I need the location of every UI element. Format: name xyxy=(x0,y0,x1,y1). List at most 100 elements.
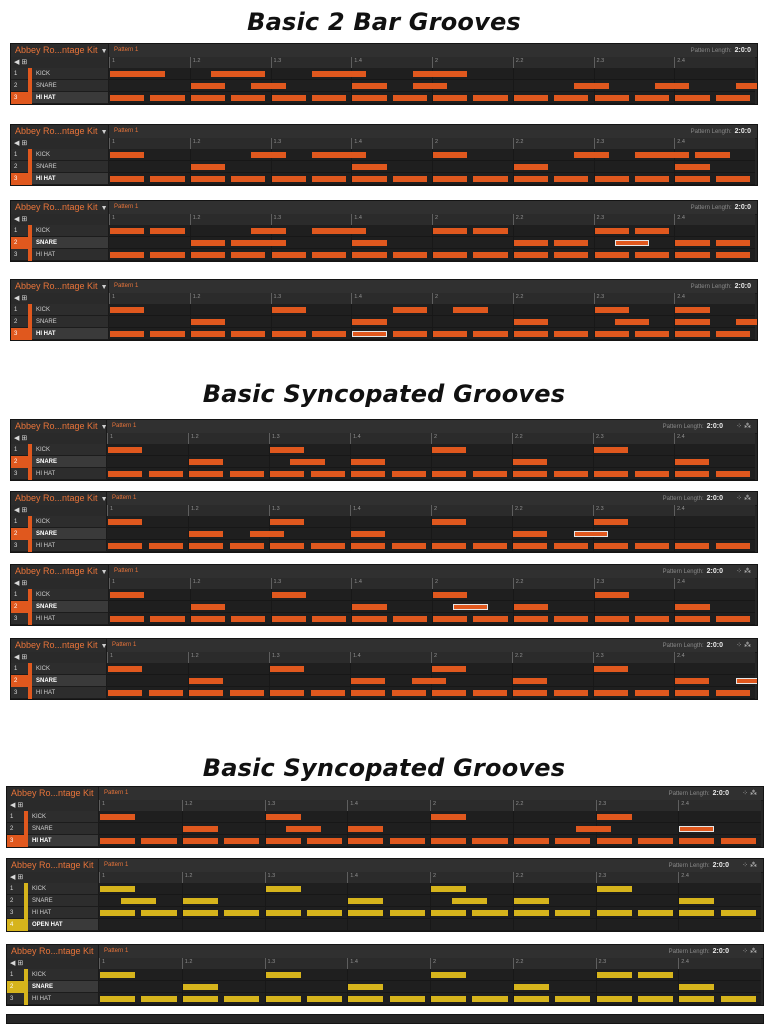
sound-slot[interactable]: 3 HI HAT xyxy=(11,468,107,480)
step-note[interactable] xyxy=(100,972,136,978)
step-note[interactable] xyxy=(352,95,387,101)
step-note[interactable] xyxy=(271,331,306,337)
step-note[interactable] xyxy=(189,543,224,549)
step-note[interactable] xyxy=(554,331,589,337)
step-note[interactable] xyxy=(432,690,467,696)
step-note[interactable] xyxy=(265,972,301,978)
sound-row[interactable]: 3 HI HAT xyxy=(11,468,757,480)
step-note[interactable] xyxy=(290,459,325,465)
step-note[interactable] xyxy=(675,307,710,313)
step-note[interactable] xyxy=(351,543,386,549)
sound-controls[interactable]: ◀ ⊞ xyxy=(11,138,109,149)
step-note[interactable] xyxy=(306,996,343,1002)
step-note[interactable] xyxy=(110,592,145,598)
step-note[interactable] xyxy=(391,690,426,696)
kit-selector[interactable]: Abbey Ro...ntage Kit▼ xyxy=(11,44,109,57)
step-note[interactable] xyxy=(735,83,757,89)
step-grid[interactable] xyxy=(99,907,761,919)
sound-row[interactable]: 1 KICK xyxy=(7,883,763,895)
step-note[interactable] xyxy=(679,910,715,916)
step-note[interactable] xyxy=(634,252,670,258)
step-note[interactable] xyxy=(513,531,548,537)
sound-row[interactable]: 3 HI HAT xyxy=(7,993,763,1005)
step-note[interactable] xyxy=(675,252,710,258)
step-note[interactable] xyxy=(412,83,448,89)
step-note[interactable] xyxy=(231,240,266,246)
step-note[interactable] xyxy=(189,690,224,696)
step-note[interactable] xyxy=(472,838,508,844)
sound-slot[interactable]: 1 KICK xyxy=(11,516,107,528)
step-note[interactable] xyxy=(271,252,306,258)
kit-selector[interactable]: Abbey Ro...ntage Kit▼ xyxy=(11,492,107,505)
pattern-length-value[interactable]: 2:0:0 xyxy=(734,128,751,135)
sound-slot[interactable]: 1 KICK xyxy=(11,149,109,161)
sound-row[interactable]: 3 HI HAT xyxy=(11,613,757,625)
step-note[interactable] xyxy=(229,543,264,549)
step-note[interactable] xyxy=(265,838,301,844)
step-note[interactable] xyxy=(100,910,136,916)
sound-row[interactable]: 1 KICK xyxy=(7,811,763,823)
sound-slot[interactable]: 3 HI HAT xyxy=(11,249,109,261)
step-note[interactable] xyxy=(675,604,710,610)
step-note[interactable] xyxy=(110,616,145,622)
pattern-name[interactable]: Pattern 1 xyxy=(114,568,139,574)
step-grid[interactable] xyxy=(107,444,755,456)
step-note[interactable] xyxy=(433,71,468,77)
sound-slot[interactable]: 2 SNARE xyxy=(11,456,107,468)
step-note[interactable] xyxy=(614,240,649,246)
step-note[interactable] xyxy=(675,164,710,170)
step-note[interactable] xyxy=(679,826,715,832)
step-note[interactable] xyxy=(473,176,508,182)
step-note[interactable] xyxy=(182,910,218,916)
dice-icon[interactable]: ⁘ ⁂ xyxy=(742,948,757,955)
step-note[interactable] xyxy=(348,910,384,916)
step-note[interactable] xyxy=(271,307,306,313)
kit-selector[interactable]: Abbey Ro...ntage Kit▼ xyxy=(7,945,99,958)
sound-row[interactable]: 1 KICK xyxy=(11,149,757,161)
sound-row[interactable]: 3 HI HAT xyxy=(11,540,757,552)
step-note[interactable] xyxy=(100,838,136,844)
step-grid[interactable] xyxy=(109,68,755,80)
step-note[interactable] xyxy=(675,331,710,337)
step-note[interactable] xyxy=(513,176,549,182)
sound-row[interactable]: 1 KICK xyxy=(11,663,757,675)
pattern-name[interactable]: Pattern 1 xyxy=(114,283,139,289)
pattern-length-value[interactable]: 2:0:0 xyxy=(712,790,729,797)
sound-row[interactable]: 3 HI HAT xyxy=(7,835,763,847)
step-note[interactable] xyxy=(675,616,710,622)
step-note[interactable] xyxy=(553,543,588,549)
step-note[interactable] xyxy=(634,471,669,477)
dice-icon[interactable]: ⁘ ⁂ xyxy=(742,862,757,869)
step-note[interactable] xyxy=(141,996,177,1002)
sound-slot[interactable]: 3 HI HAT xyxy=(11,540,107,552)
dice-icon[interactable]: ⁘ ⁂ xyxy=(736,495,751,502)
step-note[interactable] xyxy=(472,543,507,549)
step-note[interactable] xyxy=(431,838,467,844)
step-note[interactable] xyxy=(392,252,427,258)
step-note[interactable] xyxy=(634,616,670,622)
step-note[interactable] xyxy=(224,996,260,1002)
sound-slot[interactable]: 2 SNARE xyxy=(11,237,109,249)
pattern-length-value[interactable]: 2:0:0 xyxy=(706,423,723,430)
step-note[interactable] xyxy=(351,459,386,465)
step-note[interactable] xyxy=(594,592,629,598)
step-grid[interactable] xyxy=(109,601,755,613)
pattern-name[interactable]: Pattern 1 xyxy=(112,642,137,648)
step-note[interactable] xyxy=(182,984,218,990)
step-note[interactable] xyxy=(190,176,226,182)
step-note[interactable] xyxy=(513,616,549,622)
step-note[interactable] xyxy=(596,814,632,820)
step-note[interactable] xyxy=(675,319,710,325)
step-grid[interactable] xyxy=(99,981,761,993)
step-note[interactable] xyxy=(594,690,629,696)
step-note[interactable] xyxy=(306,838,343,844)
step-note[interactable] xyxy=(150,331,185,337)
step-note[interactable] xyxy=(433,176,468,182)
step-grid[interactable] xyxy=(109,237,755,249)
step-note[interactable] xyxy=(189,459,224,465)
step-note[interactable] xyxy=(332,71,367,77)
step-note[interactable] xyxy=(351,678,386,684)
step-note[interactable] xyxy=(596,910,632,916)
step-note[interactable] xyxy=(389,838,425,844)
step-note[interactable] xyxy=(715,543,750,549)
